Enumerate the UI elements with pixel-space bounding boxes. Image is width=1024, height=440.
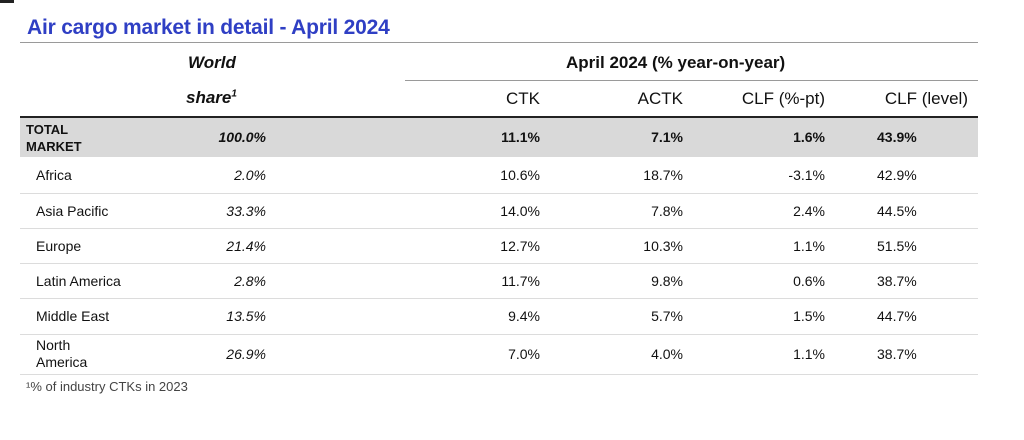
clf-pt-cell: 1.1% bbox=[793, 238, 825, 254]
corner-mark bbox=[0, 0, 14, 3]
ctk-cell: 7.0% bbox=[508, 346, 540, 362]
region-cell: Asia Pacific bbox=[36, 203, 109, 219]
column-header-clf-level: CLF (level) bbox=[884, 89, 968, 108]
actk-cell: 7.1% bbox=[651, 129, 683, 145]
table-row: Africa 2.0% 10.6% 18.7% -3.1% 42.9% bbox=[20, 157, 978, 193]
ctk-cell: 11.1% bbox=[501, 129, 540, 145]
ctk-cell: 11.7% bbox=[501, 273, 540, 289]
clf-level-cell: 42.9% bbox=[877, 167, 917, 183]
region-cell: Latin America bbox=[36, 273, 121, 289]
header-share: share1 bbox=[186, 88, 237, 108]
clf-pt-cell: 1.6% bbox=[793, 129, 825, 145]
header-world: World bbox=[188, 53, 236, 72]
table-row: Latin America 2.8% 11.7% 9.8% 0.6% 38.7% bbox=[20, 263, 978, 298]
share-cell: 13.5% bbox=[226, 308, 266, 324]
header-share-footnote-mark: 1 bbox=[231, 88, 237, 100]
region-cell: North America bbox=[36, 337, 88, 370]
actk-cell: 7.8% bbox=[651, 203, 683, 219]
clf-pt-cell: 0.6% bbox=[793, 273, 825, 289]
share-cell: 33.3% bbox=[226, 203, 266, 219]
region-cell: Europe bbox=[36, 238, 82, 254]
row-divider bbox=[20, 228, 978, 229]
region-cell: TOTAL MARKET bbox=[26, 122, 82, 154]
share-cell: 26.9% bbox=[226, 346, 266, 362]
header-group: April 2024 (% year-on-year) bbox=[566, 53, 786, 72]
actk-cell: 5.7% bbox=[651, 308, 683, 324]
column-header-ctk: CTK bbox=[506, 89, 540, 108]
table-row: Asia Pacific 33.3% 14.0% 7.8% 2.4% 44.5% bbox=[20, 193, 978, 228]
row-divider bbox=[20, 298, 978, 299]
table-row: Middle East 13.5% 9.4% 5.7% 1.5% 44.7% bbox=[20, 298, 978, 334]
actk-cell: 4.0% bbox=[651, 346, 683, 362]
ctk-cell: 9.4% bbox=[508, 308, 540, 324]
clf-pt-cell: 2.4% bbox=[793, 203, 825, 219]
actk-cell: 10.3% bbox=[643, 238, 683, 254]
region-cell: Middle East bbox=[36, 308, 110, 324]
clf-pt-cell: -3.1% bbox=[788, 167, 825, 183]
actk-cell: 18.7% bbox=[643, 167, 683, 183]
share-cell: 21.4% bbox=[226, 238, 266, 254]
clf-level-cell: 44.5% bbox=[877, 203, 917, 219]
clf-level-cell: 38.7% bbox=[877, 346, 917, 362]
clf-level-cell: 38.7% bbox=[877, 273, 917, 289]
clf-level-cell: 51.5% bbox=[877, 238, 917, 254]
table-row-total: TOTAL MARKET 100.0% 11.1% 7.1% 1.6% 43.9… bbox=[20, 118, 978, 157]
table-row: North America 26.9% 7.0% 4.0% 1.1% 38.7% bbox=[20, 334, 978, 374]
header-share-label: share bbox=[186, 88, 232, 107]
clf-pt-cell: 1.1% bbox=[793, 346, 825, 362]
row-divider bbox=[20, 374, 978, 375]
footnote: ¹% of industry CTKs in 2023 bbox=[26, 379, 188, 394]
actk-cell: 9.8% bbox=[651, 273, 683, 289]
share-cell: 100.0% bbox=[218, 129, 266, 145]
ctk-cell: 10.6% bbox=[500, 167, 540, 183]
group-divider bbox=[405, 80, 978, 81]
region-cell: Africa bbox=[36, 167, 72, 183]
column-header-clf-pt: CLF (%-pt) bbox=[741, 89, 825, 108]
ctk-cell: 14.0% bbox=[500, 203, 540, 219]
share-cell: 2.8% bbox=[234, 273, 266, 289]
row-divider bbox=[20, 334, 978, 335]
column-header-actk: ACTK bbox=[637, 89, 683, 108]
page-title: Air cargo market in detail - April 2024 bbox=[27, 16, 390, 39]
share-cell: 2.0% bbox=[234, 167, 266, 183]
ctk-cell: 12.7% bbox=[500, 238, 540, 254]
title-divider bbox=[20, 42, 978, 43]
row-divider bbox=[20, 263, 978, 264]
table-row: Europe 21.4% 12.7% 10.3% 1.1% 51.5% bbox=[20, 228, 978, 263]
clf-level-cell: 43.9% bbox=[877, 129, 917, 145]
header-divider bbox=[20, 116, 978, 118]
clf-level-cell: 44.7% bbox=[877, 308, 917, 324]
clf-pt-cell: 1.5% bbox=[793, 308, 825, 324]
row-divider bbox=[20, 193, 978, 194]
